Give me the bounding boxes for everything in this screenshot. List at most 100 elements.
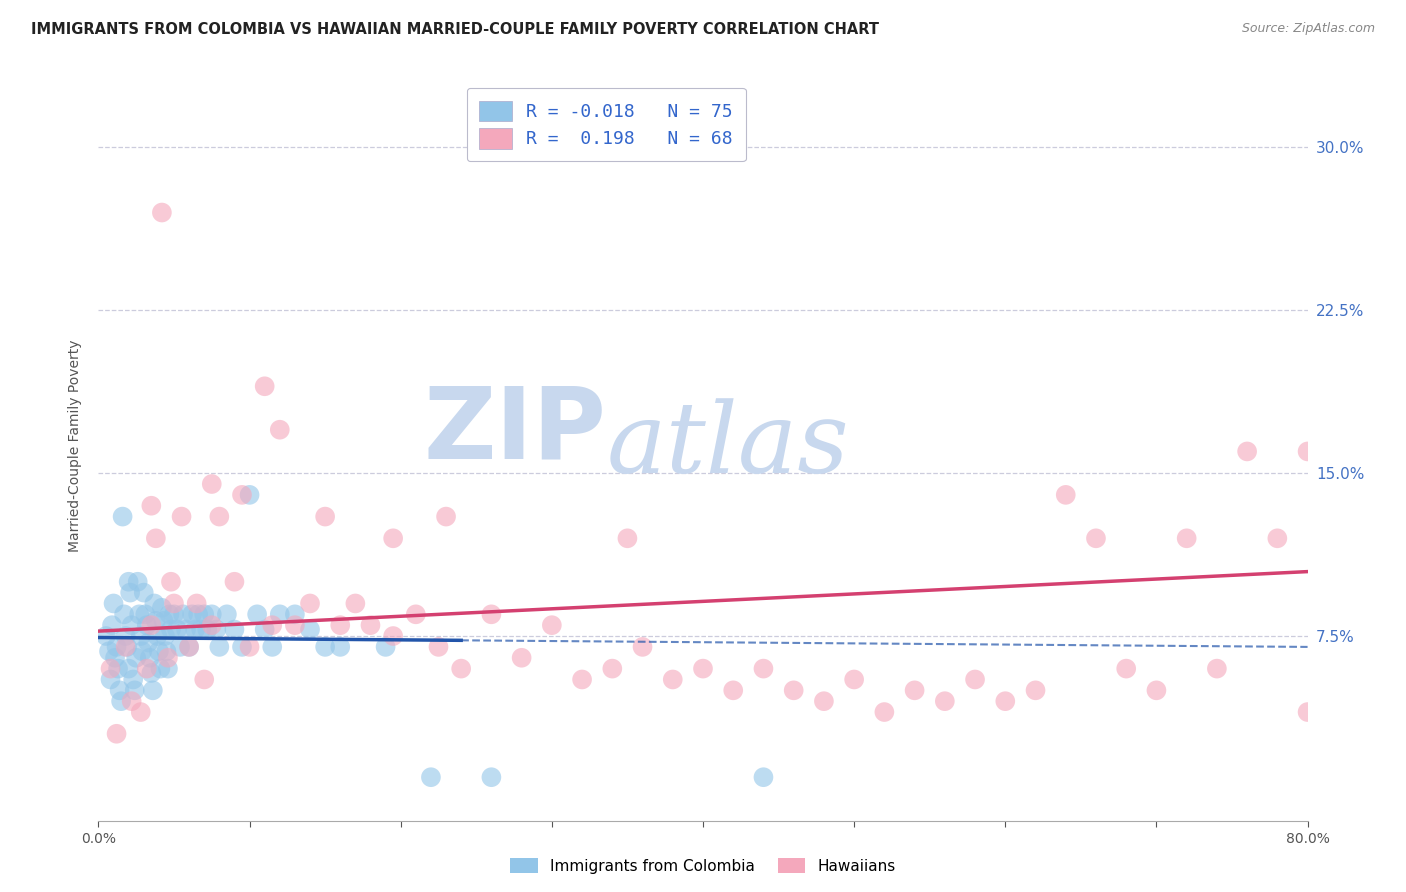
Point bbox=[231, 640, 253, 654]
Point bbox=[269, 423, 291, 437]
Point bbox=[127, 574, 149, 589]
Point bbox=[107, 662, 129, 676]
Point bbox=[131, 644, 153, 658]
Point bbox=[121, 694, 143, 708]
Point bbox=[602, 662, 624, 676]
Point bbox=[146, 629, 169, 643]
Point bbox=[262, 640, 284, 654]
Point bbox=[1144, 683, 1167, 698]
Point bbox=[481, 770, 503, 784]
Point bbox=[239, 488, 262, 502]
Point bbox=[129, 705, 152, 719]
Point bbox=[1054, 488, 1077, 502]
Point bbox=[246, 607, 269, 622]
Point bbox=[111, 509, 134, 524]
Point bbox=[405, 607, 427, 622]
Point bbox=[224, 574, 246, 589]
Point bbox=[253, 379, 276, 393]
Point bbox=[208, 509, 231, 524]
Point bbox=[1267, 531, 1289, 545]
Point bbox=[139, 650, 162, 665]
Point bbox=[382, 531, 405, 545]
Point bbox=[166, 623, 188, 637]
Text: IMMIGRANTS FROM COLOMBIA VS HAWAIIAN MARRIED-COUPLE FAMILY POVERTY CORRELATION C: IMMIGRANTS FROM COLOMBIA VS HAWAIIAN MAR… bbox=[31, 22, 879, 37]
Point bbox=[231, 488, 253, 502]
Point bbox=[1206, 662, 1229, 676]
Point bbox=[100, 673, 122, 687]
Point bbox=[329, 640, 352, 654]
Point bbox=[813, 694, 835, 708]
Point bbox=[135, 618, 157, 632]
Point bbox=[150, 205, 173, 219]
Point bbox=[661, 673, 683, 687]
Point bbox=[98, 644, 121, 658]
Point bbox=[360, 618, 382, 632]
Point bbox=[239, 640, 262, 654]
Point bbox=[193, 673, 215, 687]
Point bbox=[145, 614, 167, 628]
Point bbox=[262, 618, 284, 632]
Point bbox=[104, 650, 127, 665]
Point bbox=[163, 597, 186, 611]
Legend: Immigrants from Colombia, Hawaiians: Immigrants from Colombia, Hawaiians bbox=[505, 852, 901, 880]
Point bbox=[141, 665, 163, 680]
Point bbox=[382, 629, 405, 643]
Point bbox=[284, 618, 307, 632]
Point bbox=[179, 640, 201, 654]
Point bbox=[1024, 683, 1046, 698]
Point bbox=[1236, 444, 1258, 458]
Point bbox=[121, 618, 143, 632]
Point bbox=[153, 629, 176, 643]
Point bbox=[149, 662, 172, 676]
Point bbox=[114, 629, 136, 643]
Point bbox=[159, 607, 181, 622]
Point bbox=[215, 607, 238, 622]
Point bbox=[100, 662, 122, 676]
Point bbox=[101, 618, 124, 632]
Point bbox=[155, 644, 177, 658]
Point bbox=[108, 683, 131, 698]
Point bbox=[450, 662, 472, 676]
Point bbox=[571, 673, 593, 687]
Point bbox=[141, 618, 163, 632]
Point bbox=[179, 640, 201, 654]
Point bbox=[873, 705, 896, 719]
Point bbox=[145, 531, 167, 545]
Point bbox=[434, 509, 457, 524]
Point bbox=[344, 597, 367, 611]
Point bbox=[201, 607, 224, 622]
Point bbox=[110, 694, 132, 708]
Point bbox=[427, 640, 450, 654]
Point bbox=[170, 509, 193, 524]
Point bbox=[193, 607, 215, 622]
Point bbox=[1296, 444, 1319, 458]
Point bbox=[723, 683, 745, 698]
Point bbox=[208, 640, 231, 654]
Point bbox=[269, 607, 291, 622]
Point bbox=[94, 629, 117, 643]
Point bbox=[150, 600, 173, 615]
Point bbox=[631, 640, 654, 654]
Point bbox=[374, 640, 396, 654]
Point bbox=[122, 673, 145, 687]
Point bbox=[284, 607, 307, 622]
Point bbox=[115, 640, 138, 654]
Point bbox=[190, 623, 212, 637]
Point bbox=[125, 650, 148, 665]
Point bbox=[163, 607, 186, 622]
Point bbox=[1085, 531, 1108, 545]
Point bbox=[195, 623, 218, 637]
Legend: R = -0.018   N = 75, R =  0.198   N = 68: R = -0.018 N = 75, R = 0.198 N = 68 bbox=[467, 88, 745, 161]
Point bbox=[152, 614, 174, 628]
Point bbox=[299, 623, 322, 637]
Point bbox=[224, 623, 246, 637]
Point bbox=[105, 640, 128, 654]
Point bbox=[124, 683, 146, 698]
Text: atlas: atlas bbox=[606, 399, 849, 493]
Point bbox=[184, 623, 207, 637]
Point bbox=[844, 673, 866, 687]
Point bbox=[510, 650, 533, 665]
Point bbox=[299, 597, 322, 611]
Point bbox=[148, 644, 170, 658]
Point bbox=[156, 662, 179, 676]
